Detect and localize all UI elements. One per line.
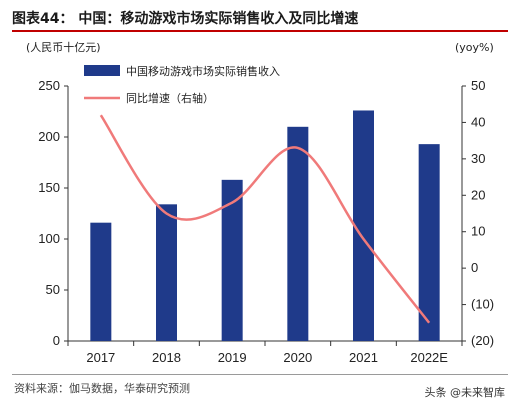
y-right-tick-label: 0: [471, 260, 478, 275]
legend-bar-swatch: [84, 65, 120, 76]
source-rule: [12, 374, 508, 375]
bar-series: [90, 110, 440, 341]
y-right-tick-label: 30: [471, 151, 485, 166]
y-right-tick-label: (20): [471, 333, 494, 348]
bar-2020: [287, 126, 309, 341]
x-tick-label: 2021: [349, 350, 378, 365]
line-series: [99, 114, 431, 324]
y-right-tick-label: 50: [471, 78, 485, 93]
source-note: 资料来源：伽马数据，华泰研究预测: [14, 382, 190, 395]
legend-line-label: 同比增速（右轴）: [126, 91, 214, 105]
yoy-growth-line: [99, 114, 431, 324]
title-bar: 图表44： 中国：移动游戏市场实际销售收入及同比增速: [12, 6, 508, 32]
y-right-unit: (yoy%): [455, 41, 494, 54]
axes: [64, 85, 466, 346]
bar-2022E: [418, 144, 440, 341]
legend-bar-label: 中国移动游戏市场实际销售收入: [126, 64, 280, 78]
y-right-tick-labels: (20) (10) 0 10 20 30 40 50: [471, 78, 494, 348]
y-left-tick-labels: 0 50 100 150 200 250: [38, 78, 60, 348]
bar-2018: [156, 204, 177, 341]
x-tick-label: 2019: [218, 350, 247, 365]
bar-2019: [221, 179, 243, 341]
bar-2021: [353, 110, 374, 341]
legend: 中国移动游戏市场实际销售收入 同比增速（右轴）: [84, 64, 280, 105]
x-tick-label: 2020: [283, 350, 312, 365]
y-left-tick-label: 50: [46, 282, 60, 297]
y-left-tick-label: 250: [38, 78, 60, 93]
x-tick-label: 2022E: [410, 350, 448, 365]
x-tick-labels: 2017 2018 2019 2020 2021 2022E: [86, 350, 448, 365]
y-left-tick-label: 150: [38, 180, 60, 195]
y-right-tick-label: 10: [471, 224, 485, 239]
y-right-tick-label: 20: [471, 187, 485, 202]
watermark: 头条 @未来智库: [424, 386, 506, 399]
chart-title: 图表44： 中国：移动游戏市场实际销售收入及同比增速: [12, 11, 359, 27]
y-left-tick-label: 0: [53, 333, 60, 348]
y-left-unit: (人民币十亿元): [26, 40, 101, 54]
y-right-tick-label: 40: [471, 114, 485, 129]
x-tick-label: 2018: [152, 350, 181, 365]
y-left-tick-label: 200: [38, 129, 60, 144]
x-tick-label: 2017: [86, 350, 115, 365]
y-right-tick-label: (10): [471, 297, 494, 312]
bar-2017: [90, 222, 112, 341]
y-left-tick-label: 100: [38, 231, 60, 246]
